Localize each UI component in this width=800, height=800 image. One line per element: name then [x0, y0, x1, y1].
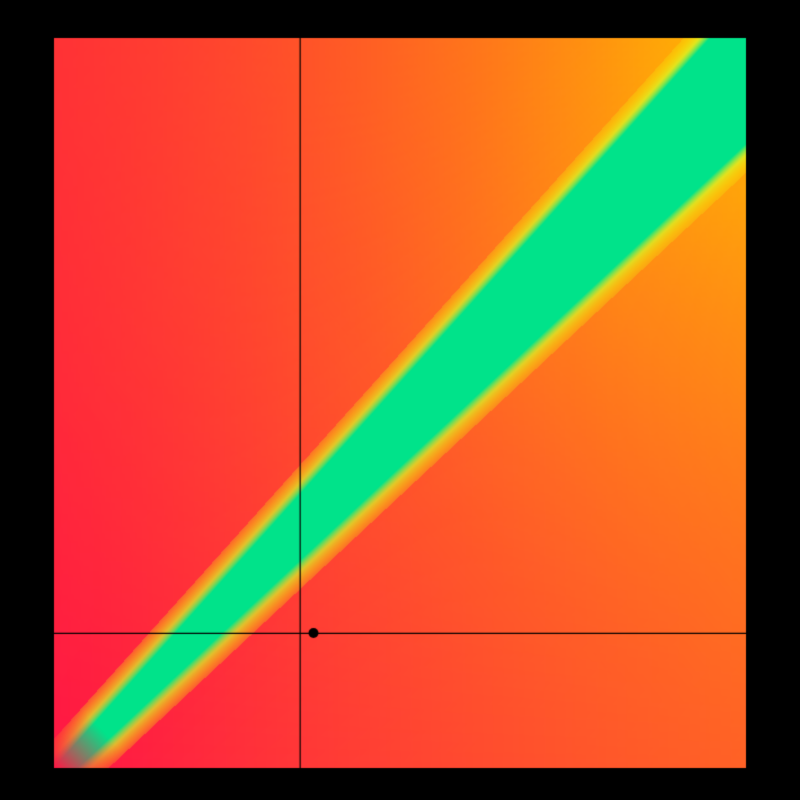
chart-container: TheBottleneck.com — [0, 0, 800, 800]
bottleneck-heatmap — [0, 0, 800, 800]
